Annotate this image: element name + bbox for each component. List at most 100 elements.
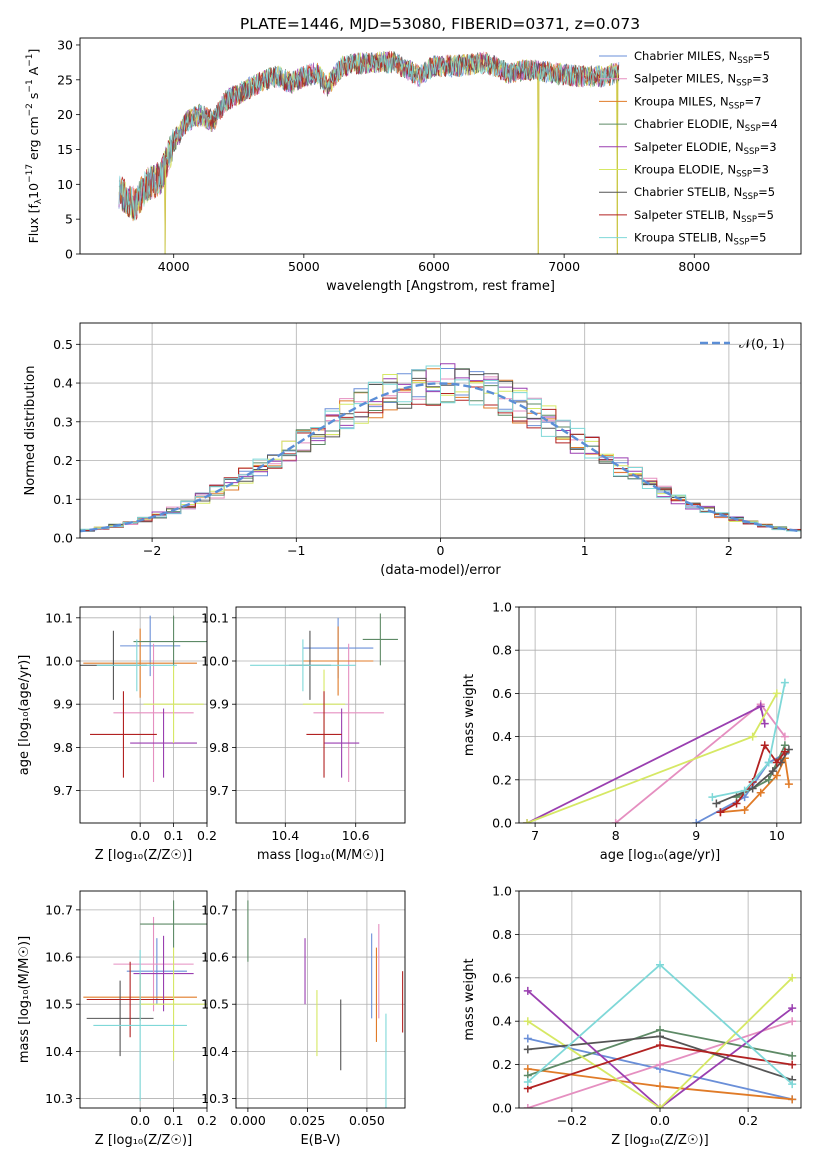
axes-frame [79, 322, 802, 539]
axis-ticks: 4000 5000 6000 7000 8000 0 5 10 15 20 25 30 [57, 37, 710, 274]
y-tick-label: 20 [57, 107, 73, 122]
weight-marker-7 [780, 747, 789, 756]
y-tick-label: 1.0 [492, 600, 512, 615]
y-label-part: −2 [25, 103, 35, 116]
axes-frame [79, 890, 208, 1109]
y-label-part: erg cm [26, 116, 41, 164]
y-tick-label: 9.7 [53, 783, 73, 798]
x-tick-label: −1 [287, 543, 305, 558]
spectrum-series-5 [118, 51, 620, 254]
y-label-part: −1 [25, 54, 35, 67]
y-tick-label: 0.8 [492, 643, 512, 658]
legend-label-sub: SSP [744, 147, 760, 157]
x-tick-label: 0 [437, 543, 445, 558]
x-axis-label: (data-model)/error [380, 563, 501, 578]
spectrum-series-2 [118, 51, 620, 254]
x-tick-label: 0.2 [197, 1113, 217, 1128]
figure-title: PLATE=1446, MJD=53080, FIBERID=0371, z=0… [240, 15, 640, 33]
axes-frame [518, 606, 802, 824]
y-tick-label: 15 [57, 142, 73, 157]
axis-ticks: 7 8 9 10 0.0 0.2 0.4 0.6 0.8 1.0 [492, 600, 785, 844]
y-axis-label: age [log₁₀(age/yr)] [17, 655, 32, 776]
x-tick-label: −0.2 [557, 1113, 587, 1128]
weight-marker-5 [523, 819, 532, 823]
weight-marker-7 [716, 808, 725, 817]
legend-label-main: Chabrier STELIB, N [634, 185, 742, 199]
weight-line-0 [695, 753, 786, 823]
x-axis-label: E(B-V) [300, 1133, 340, 1148]
weight-marker-1 [523, 1104, 532, 1108]
legend-label-sub: SSP [741, 215, 757, 225]
weight-lines [523, 678, 793, 823]
spectrum-panel: 4000 5000 6000 7000 8000 0 5 10 15 20 25 30 waveleng… [25, 37, 802, 294]
y-label-part: −17 [25, 164, 35, 183]
x-tick-label: 0.050 [349, 1113, 385, 1128]
legend-label-sub: SSP [736, 79, 752, 89]
y-tick-label: 0.2 [53, 453, 73, 468]
x-tick-label: 0.1 [164, 1113, 184, 1128]
weight-marker-5 [772, 689, 781, 698]
weight-line-4 [527, 990, 793, 1108]
weight-line-5 [527, 977, 793, 1108]
weight-marker-1 [656, 1060, 664, 1069]
legend-label: Chabrier STELIB, NSSP=5 [634, 185, 775, 202]
y-tick-label: 10.7 [45, 902, 73, 917]
y-tick-label: 10.6 [201, 950, 229, 965]
x-axis-label: Z [log₁₀(Z/Z☉)] [95, 848, 192, 863]
spectrum-series-8 [118, 52, 620, 221]
y-tick-label: 9.8 [53, 740, 73, 755]
legend-label-tail: =5 [758, 185, 775, 199]
legend-label-main: Kroupa STELIB, N [634, 231, 734, 245]
y-tick-label: 0.4 [53, 376, 73, 391]
x-tick-label: 1 [581, 543, 589, 558]
legend-label-main: Salpeter STELIB, N [634, 208, 741, 222]
weight-marker-7 [732, 799, 741, 808]
y-tick-label: 5 [65, 212, 73, 227]
weight-marker-4 [760, 719, 769, 728]
x-tick-label: 0.025 [290, 1113, 326, 1128]
mass-vs-Z-panel: 0.0 0.1 0.2 10.3 10.4 10.5 10.6 10.7 Z [log₁₀(Z/… [17, 890, 217, 1148]
y-tick-label: 0.0 [492, 1101, 512, 1116]
y-tick-label: 0.4 [492, 729, 512, 744]
legend-label-main: Kroupa MILES, N [634, 94, 729, 108]
y-label-part: A [26, 66, 41, 79]
mass-vs-EBV-panel: 0.000 0.025 0.050 10.3 10.4 10.5 10.6 10.7 E(B-V… [201, 890, 406, 1148]
x-tick-label: 9 [692, 828, 700, 843]
legend-gaussian-label: 𝒩(0, 1) [739, 336, 785, 351]
legend-label-tail: =4 [761, 117, 778, 131]
y-tick-label: 1.0 [492, 884, 512, 899]
x-tick-label: 8 [612, 828, 620, 843]
legend-label-main: Salpeter ELODIE, N [634, 140, 744, 154]
weight-marker-4 [788, 1004, 797, 1013]
grid-lines [236, 607, 405, 823]
errorbars [247, 900, 404, 1108]
y-tick-label: 0.6 [492, 686, 512, 701]
y-label-part: λ [34, 198, 44, 204]
weight-marker-3 [788, 1051, 797, 1060]
legend-label: Chabrier MILES, NSSP=5 [634, 49, 770, 66]
weight-marker-7 [772, 758, 781, 767]
weight-marker-7 [760, 741, 769, 750]
axes-frame [235, 606, 406, 824]
weight-marker-2 [756, 788, 765, 797]
axis-ticks: −0.2 0.0 0.2 0.0 0.2 0.4 0.6 0.8 1.0 [492, 884, 758, 1129]
x-tick-label: 0.000 [230, 1113, 266, 1128]
x-axis-label: Z [log₁₀(Z/Z☉)] [611, 1133, 708, 1148]
legend-label: Salpeter ELODIE, NSSP=3 [634, 140, 777, 157]
legend-label: Kroupa MILES, NSSP=7 [634, 94, 761, 111]
weight-marker-2 [772, 771, 781, 780]
x-tick-label: 2 [725, 543, 733, 558]
y-axis-label: mass weight [462, 674, 477, 756]
legend-label-sub: SSP [734, 238, 750, 248]
y-tick-label: 10.1 [45, 610, 73, 625]
y-axis-label: Flux [fλ10−17 erg cm−2 s−1 A−1] [25, 49, 44, 244]
x-tick-label: 0.2 [197, 828, 217, 843]
errorbars [80, 615, 207, 782]
x-tick-label: 0.0 [650, 1113, 670, 1128]
weight-marker-6 [523, 1045, 532, 1054]
weight-marker-8 [764, 758, 773, 767]
y-tick-label: 0.2 [492, 772, 512, 787]
y-label-part: Flux [f [26, 204, 41, 244]
grid-lines [519, 606, 801, 824]
weight-marker-1 [611, 819, 620, 823]
